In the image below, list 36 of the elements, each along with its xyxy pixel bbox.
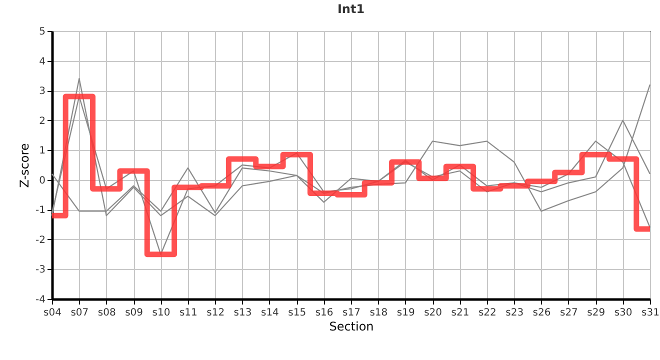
x-tick-label: s12 bbox=[206, 308, 225, 318]
x-tick-label: s14 bbox=[260, 308, 279, 318]
x-tick-label: s31 bbox=[642, 308, 660, 318]
x-tick-label: s22 bbox=[478, 308, 496, 318]
x-tick-label: s11 bbox=[179, 308, 198, 318]
y-tick-label: 4 bbox=[39, 56, 46, 68]
x-tick-label: s29 bbox=[587, 308, 606, 318]
x-tick-label: s07 bbox=[70, 308, 89, 318]
y-tick-label: -4 bbox=[36, 294, 46, 306]
y-axis-title: Z-score bbox=[18, 143, 32, 188]
x-tick-label: s30 bbox=[614, 308, 632, 318]
y-tick-label: -2 bbox=[36, 234, 46, 246]
x-tick-label: s21 bbox=[451, 308, 470, 318]
x-tick-label: s10 bbox=[152, 308, 170, 318]
y-tick-label: -3 bbox=[36, 264, 46, 276]
y-tick-label: 2 bbox=[39, 116, 46, 127]
x-tick-label: s13 bbox=[234, 308, 252, 318]
x-tick-label: s27 bbox=[560, 308, 578, 318]
x-tick-label: s15 bbox=[288, 308, 306, 318]
y-tick-label: 1 bbox=[39, 146, 46, 157]
x-tick-label: s20 bbox=[424, 308, 442, 318]
x-axis-title: Section bbox=[329, 320, 374, 334]
x-tick-label: s23 bbox=[506, 308, 524, 318]
y-tick-label: -1 bbox=[36, 205, 46, 216]
x-tick-label: s08 bbox=[98, 308, 116, 318]
x-tick-label: s26 bbox=[532, 308, 551, 318]
y-tick-label: 3 bbox=[39, 86, 46, 98]
x-tick-label: s19 bbox=[396, 308, 415, 318]
x-tick-label: s04 bbox=[44, 308, 62, 318]
x-tick-label: s17 bbox=[342, 308, 360, 318]
y-tick-label: 5 bbox=[39, 26, 46, 38]
x-tick-label: s18 bbox=[370, 308, 388, 318]
y-tick-label: 0 bbox=[39, 175, 46, 186]
chart-title: Int1 bbox=[337, 2, 365, 16]
x-tick-label: s09 bbox=[125, 308, 144, 318]
x-tick-label: s16 bbox=[315, 308, 334, 318]
